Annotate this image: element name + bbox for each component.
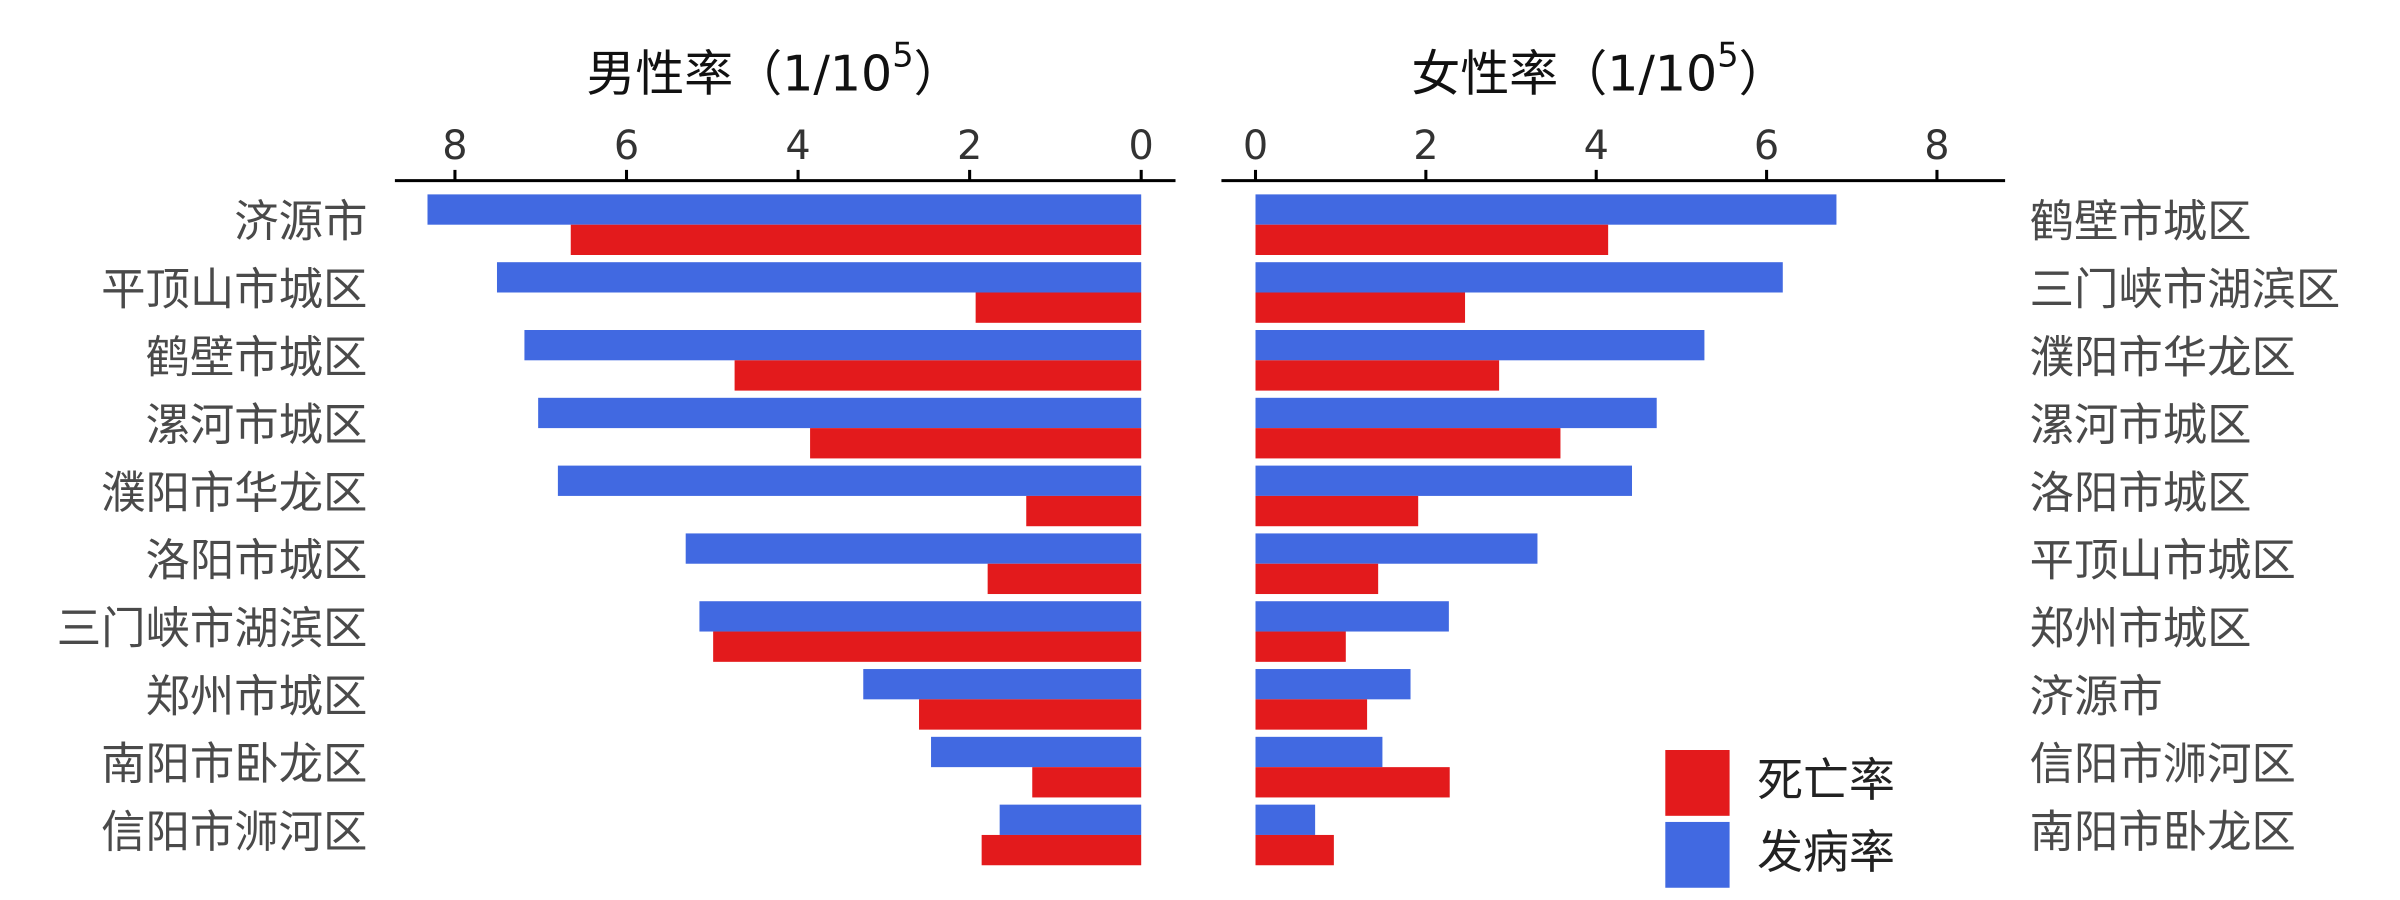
category-label: 南阳市卧龙区	[2030, 807, 2296, 858]
bar	[1255, 601, 1449, 632]
bar	[496, 262, 1142, 293]
x-tick-label: 4	[785, 123, 810, 169]
category-label: 濮阳市华龙区	[2030, 332, 2296, 383]
bar	[1032, 767, 1142, 798]
category-label: 漯河市城区	[2030, 400, 2252, 451]
bar	[1255, 360, 1500, 391]
bar	[863, 669, 1142, 700]
category-label: 三门峡市湖滨区	[2030, 265, 2341, 316]
title-part: ）	[914, 45, 963, 102]
category-label: 平顶山市城区	[101, 265, 367, 316]
x-tick-label: 2	[1413, 123, 1438, 169]
category-label: 漯河市城区	[145, 400, 367, 451]
x-tick-label: 2	[957, 123, 982, 169]
bar	[685, 533, 1142, 564]
bar	[1255, 736, 1383, 768]
bar	[734, 360, 1142, 391]
x-tick-label: 6	[1754, 123, 1779, 169]
category-label: 鹤壁市城区	[2030, 197, 2252, 248]
bar	[1255, 292, 1466, 323]
bar	[524, 330, 1142, 361]
bar	[1255, 495, 1419, 527]
title-part: ）	[1739, 45, 1788, 102]
title-part: 女性率（1/10	[1411, 45, 1717, 102]
x-tick-label: 4	[1584, 123, 1609, 169]
bar	[1255, 669, 1411, 700]
bar	[1026, 495, 1142, 527]
category-label: 鹤壁市城区	[145, 332, 367, 383]
bar	[1255, 465, 1633, 496]
bar	[1255, 767, 1450, 798]
legend-label: 死亡率	[1757, 753, 1895, 807]
category-label: 信阳市浉河区	[101, 807, 367, 858]
bar	[1255, 224, 1609, 256]
category-label: 郑州市城区	[2030, 604, 2252, 655]
bar	[570, 224, 1142, 256]
bar	[975, 292, 1142, 323]
bar	[1255, 330, 1705, 361]
legend-swatch	[1665, 750, 1730, 816]
category-label: 三门峡市湖滨区	[57, 604, 368, 655]
bar	[699, 601, 1142, 632]
bar	[1255, 834, 1334, 866]
bar	[1255, 631, 1346, 662]
bar	[1255, 563, 1379, 595]
category-label: 洛阳市城区	[2030, 468, 2252, 519]
bar	[557, 465, 1142, 496]
bar	[1255, 194, 1837, 225]
bar	[919, 699, 1142, 730]
bar	[1255, 804, 1316, 835]
bar	[1255, 428, 1561, 459]
bar	[999, 804, 1142, 835]
bar	[1255, 699, 1368, 730]
x-tick-label: 8	[1924, 123, 1949, 169]
category-label: 南阳市卧龙区	[101, 739, 367, 790]
bar	[427, 194, 1142, 225]
category-label: 郑州市城区	[145, 671, 367, 722]
chart-title: 男性率（1/105）	[586, 36, 962, 103]
x-tick-label: 8	[442, 123, 467, 169]
title-part: 男性率（1/10	[586, 45, 892, 102]
x-tick-label: 0	[1243, 123, 1268, 169]
legend-label: 发病率	[1757, 825, 1895, 879]
legend-swatch	[1665, 821, 1730, 888]
category-label: 信阳市浉河区	[2030, 739, 2296, 790]
category-label: 洛阳市城区	[145, 536, 367, 587]
category-label: 濮阳市华龙区	[101, 468, 367, 519]
bar	[810, 428, 1142, 459]
category-label: 平顶山市城区	[2030, 536, 2296, 587]
bar	[1255, 533, 1538, 564]
x-tick-label: 0	[1129, 123, 1154, 169]
chart-title: 女性率（1/105）	[1411, 36, 1787, 103]
bar	[1255, 397, 1657, 429]
category-label: 济源市	[234, 197, 367, 248]
bar	[931, 736, 1142, 768]
bar	[987, 563, 1142, 595]
x-tick-label: 6	[614, 123, 639, 169]
bar	[981, 834, 1142, 866]
bar	[538, 397, 1142, 429]
bar	[1255, 262, 1783, 293]
title-part: 5	[1717, 36, 1738, 75]
bar	[713, 631, 1142, 662]
category-label: 济源市	[2030, 671, 2163, 722]
title-part: 5	[892, 36, 913, 75]
